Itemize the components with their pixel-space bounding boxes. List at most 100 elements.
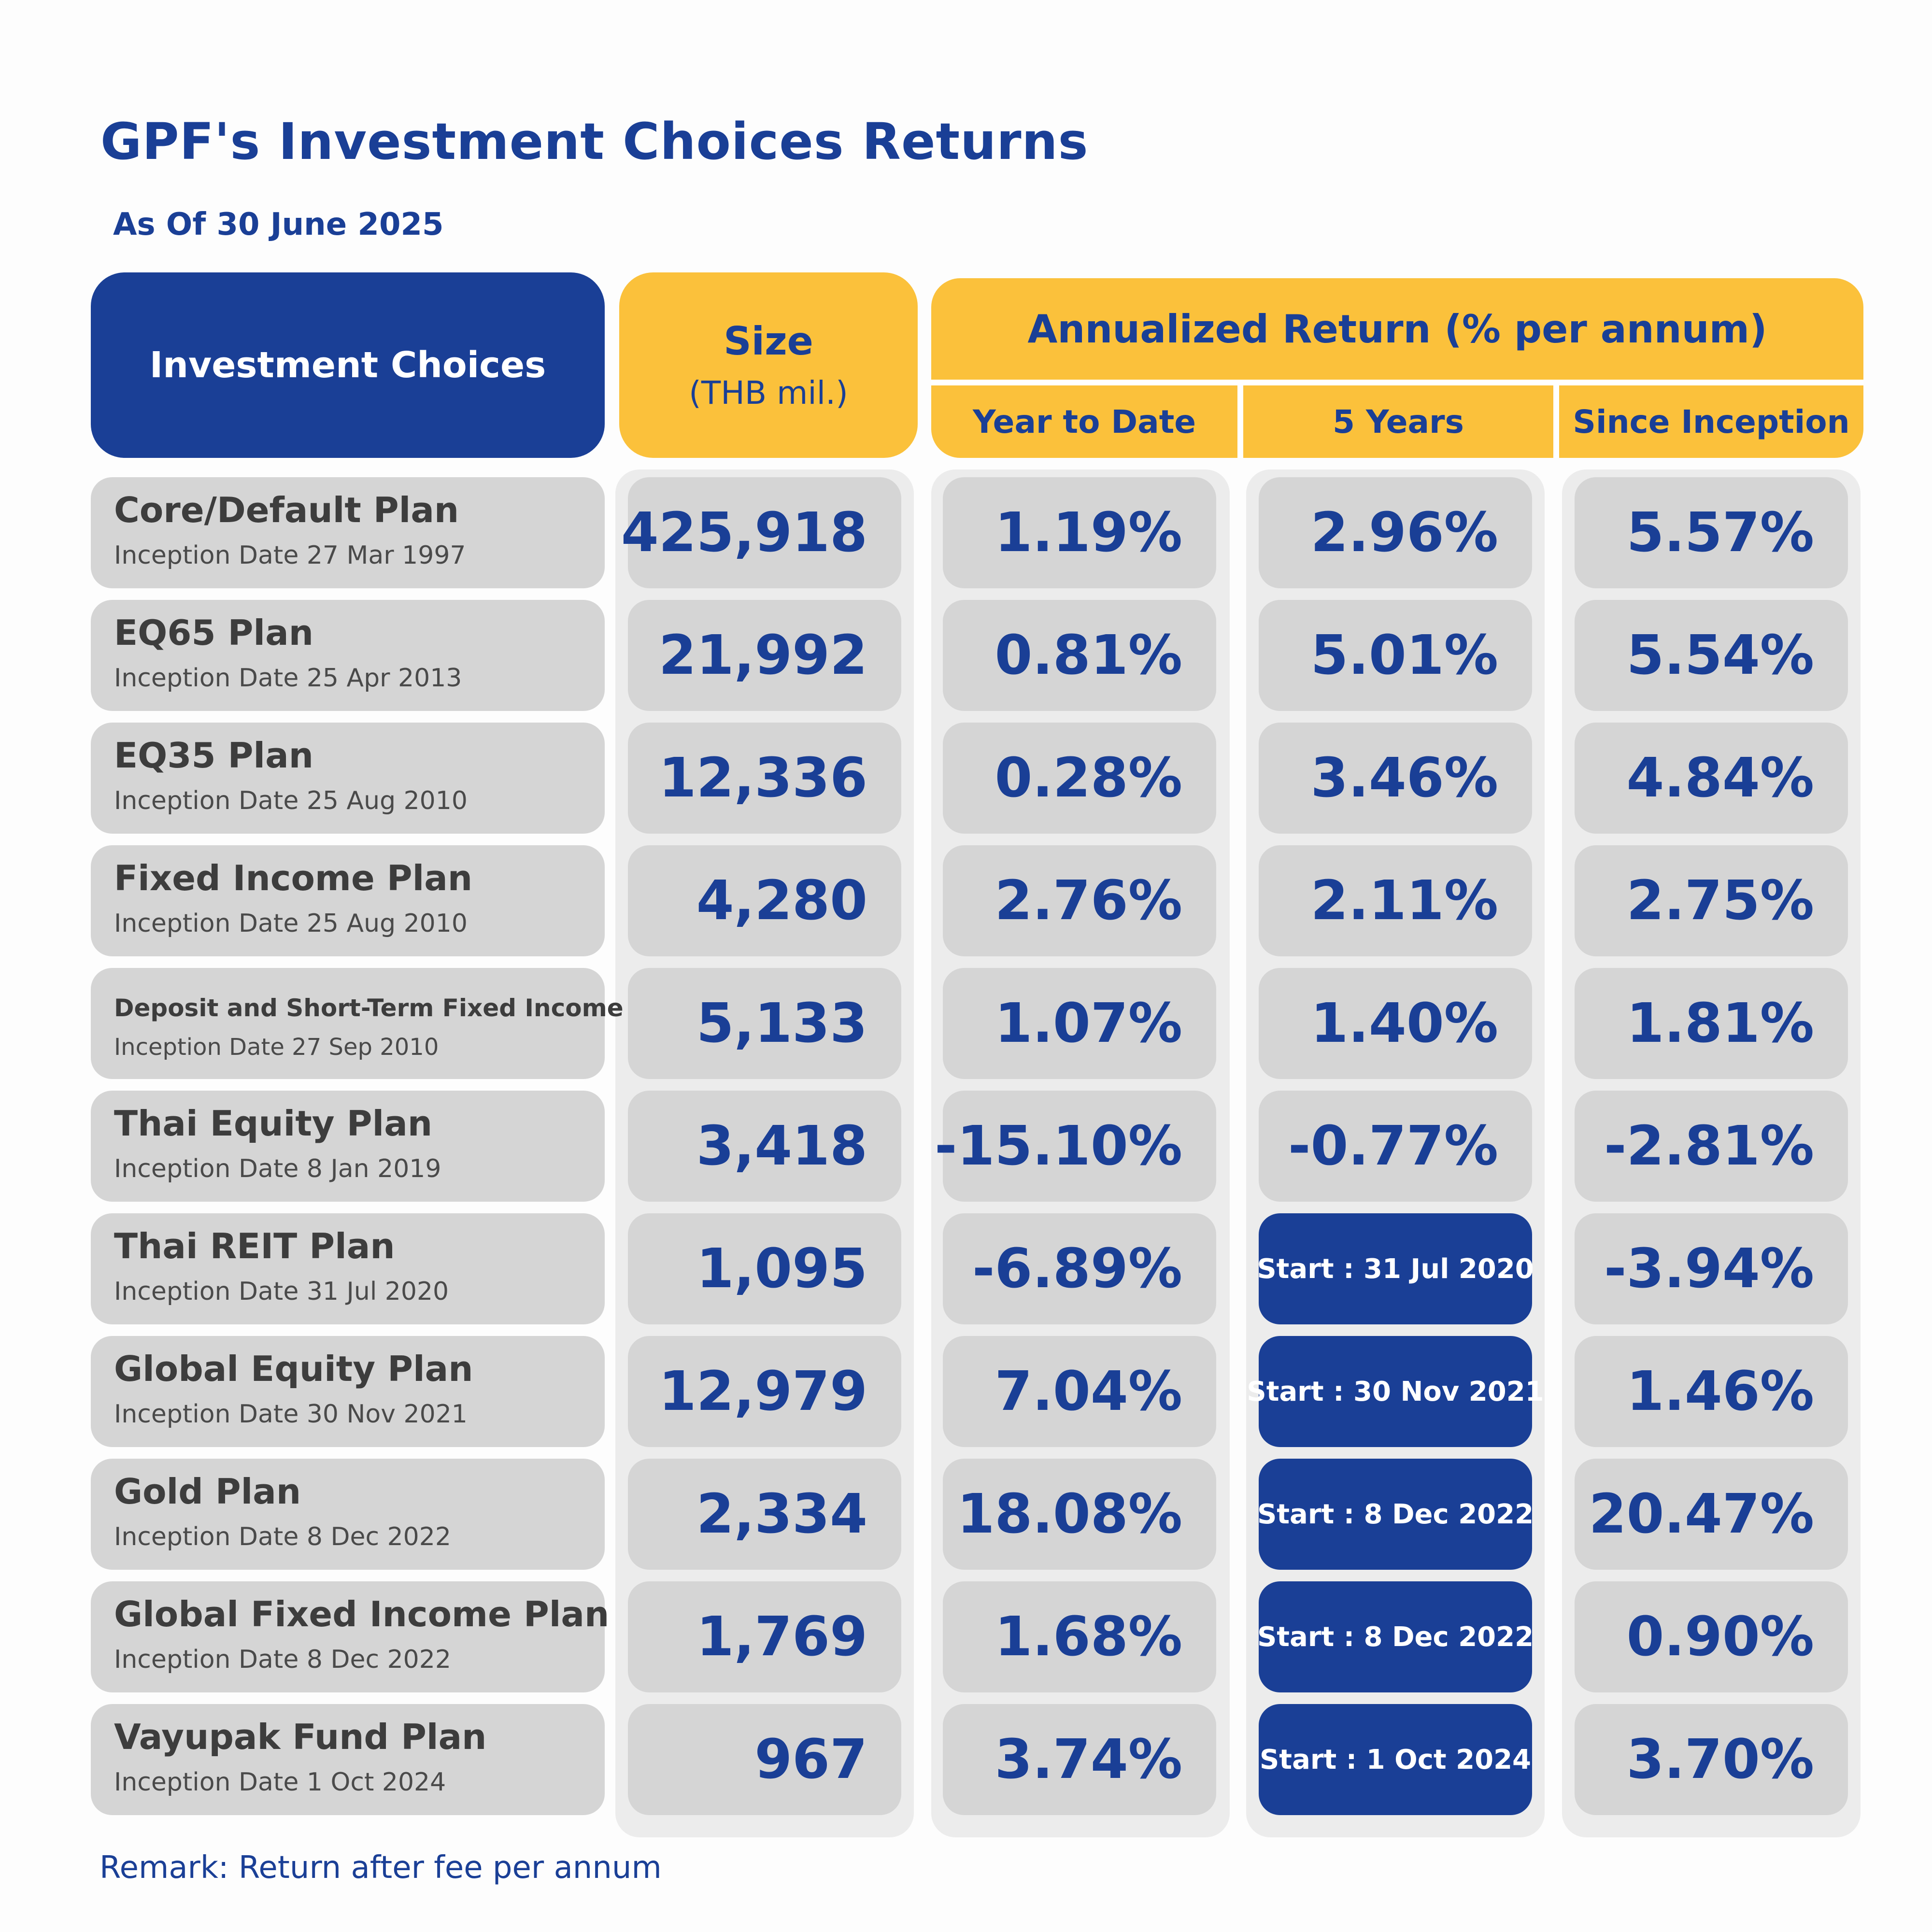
- plan-name-cell: Thai REIT Plan Inception Date 31 Jul 2020: [91, 1213, 605, 1324]
- since-inception-value: -2.81%: [1575, 1091, 1848, 1202]
- plan-inception-date: Inception Date 8 Dec 2022: [114, 1645, 451, 1674]
- since-inception-value: 1.81%: [1575, 968, 1848, 1079]
- table-row: EQ35 Plan Inception Date 25 Aug 2010 12,33…: [0, 723, 1932, 834]
- plan-name: Global Fixed Income Plan: [114, 1594, 610, 1634]
- start-date-badge: Start : 30 Nov 2021: [1247, 1336, 1544, 1447]
- plan-name-cell: EQ65 Plan Inception Date 25 Apr 2013: [91, 600, 605, 711]
- size-value: 5,133: [628, 968, 901, 1079]
- since-inception-value: -3.94%: [1575, 1213, 1848, 1324]
- since-inception-value: 0.90%: [1575, 1581, 1848, 1692]
- plan-name: Vayupak Fund Plan: [114, 1717, 487, 1757]
- ytd-value: 1.07%: [943, 968, 1216, 1079]
- header-ytd: Year to Date: [972, 403, 1196, 440]
- header-size-unit: (THB mil.): [689, 374, 848, 412]
- header-since-inception: Since Inception: [1573, 403, 1850, 440]
- since-inception-value: 20.47%: [1575, 1459, 1848, 1570]
- plan-name: Core/Default Plan: [114, 490, 459, 530]
- plan-inception-date: Inception Date 8 Jan 2019: [114, 1154, 441, 1183]
- since-inception-value: 2.75%: [1575, 845, 1848, 956]
- header-investment-choices: Investment Choices: [91, 272, 605, 458]
- ytd-value: -15.10%: [935, 1091, 1216, 1202]
- size-value: 425,918: [621, 477, 901, 588]
- plan-inception-date: Inception Date 1 Oct 2024: [114, 1768, 446, 1797]
- plan-name-cell: Deposit and Short-Term Fixed Income Plan…: [91, 968, 691, 1079]
- start-date-badge: Start : 8 Dec 2022: [1257, 1581, 1534, 1692]
- table-row: Fixed Income Plan Inception Date 25 Aug 2…: [0, 845, 1932, 956]
- since-inception-value: 4.84%: [1575, 723, 1848, 834]
- size-value: 21,992: [628, 600, 901, 711]
- plan-name: EQ65 Plan: [114, 612, 313, 653]
- plan-inception-date: Inception Date 25 Apr 2013: [114, 664, 462, 693]
- size-value: 12,336: [628, 723, 901, 834]
- plan-name-cell: Vayupak Fund Plan Inception Date 1 Oct 20…: [91, 1704, 605, 1815]
- header-size-label: Size: [724, 319, 813, 364]
- table-row: Global Fixed Income Plan Inception Date 8…: [0, 1581, 1932, 1692]
- table-row: Gold Plan Inception Date 8 Dec 2022 2,334 1…: [0, 1459, 1932, 1570]
- size-value: 4,280: [628, 845, 901, 956]
- table-row: EQ65 Plan Inception Date 25 Apr 2013 21,99…: [0, 600, 1932, 711]
- ytd-value: -6.89%: [943, 1213, 1216, 1324]
- table-row: Thai REIT Plan Inception Date 31 Jul 2020…: [0, 1213, 1932, 1324]
- header-annualized-label: Annualized Return (% per annum): [1027, 306, 1767, 352]
- ytd-value: 18.08%: [943, 1459, 1216, 1570]
- plan-inception-date: Inception Date 25 Aug 2010: [114, 909, 468, 938]
- plan-name: Thai Equity Plan: [114, 1103, 433, 1144]
- since-inception-value: 5.57%: [1575, 477, 1848, 588]
- table-row: Global Equity Plan Inception Date 30 Nov …: [0, 1336, 1932, 1447]
- plan-inception-date: Inception Date 25 Aug 2010: [114, 786, 468, 815]
- plan-name: Deposit and Short-Term Fixed Income Plan: [114, 994, 692, 1022]
- table-row: Core/Default Plan Inception Date 27 Mar 1…: [0, 477, 1932, 588]
- plan-name-cell: EQ35 Plan Inception Date 25 Aug 2010: [91, 723, 605, 834]
- header-5-years: 5 Years: [1333, 403, 1464, 440]
- plan-name-cell: Gold Plan Inception Date 8 Dec 2022: [91, 1459, 605, 1570]
- since-inception-value: 5.54%: [1575, 600, 1848, 711]
- header-divider: [931, 380, 1863, 385]
- page-title: GPF's Investment Choices Returns: [100, 112, 1089, 171]
- remark: Remark: Return after fee per annum: [99, 1850, 662, 1886]
- five-years-value: 2.11%: [1259, 845, 1532, 956]
- plan-name: Fixed Income Plan: [114, 858, 473, 898]
- five-years-value: -0.77%: [1259, 1091, 1532, 1202]
- size-value: 12,979: [628, 1336, 901, 1447]
- plan-inception-date: Inception Date 27 Mar 1997: [114, 541, 466, 570]
- five-years-value: 3.46%: [1259, 723, 1532, 834]
- plan-inception-date: Inception Date 31 Jul 2020: [114, 1277, 449, 1306]
- five-years-value: 5.01%: [1259, 600, 1532, 711]
- header-size: Size (THB mil.): [619, 272, 918, 458]
- plan-inception-date: Inception Date 8 Dec 2022: [114, 1522, 451, 1551]
- plan-inception-date: Inception Date 30 Nov 2021: [114, 1400, 468, 1429]
- start-date-badge: Start : 31 Jul 2020: [1257, 1213, 1534, 1324]
- ytd-value: 1.19%: [943, 477, 1216, 588]
- table-row: Thai Equity Plan Inception Date 8 Jan 201…: [0, 1091, 1932, 1202]
- size-value: 1,095: [628, 1213, 901, 1324]
- plan-name-cell: Global Equity Plan Inception Date 30 Nov …: [91, 1336, 605, 1447]
- plan-name: Global Equity Plan: [114, 1349, 473, 1389]
- ytd-value: 7.04%: [943, 1336, 1216, 1447]
- size-value: 2,334: [628, 1459, 901, 1570]
- plan-name-cell: Fixed Income Plan Inception Date 25 Aug 2…: [91, 845, 605, 956]
- plan-inception-date: Inception Date 27 Sep 2010: [114, 1034, 439, 1061]
- ytd-value: 2.76%: [943, 845, 1216, 956]
- start-date-badge: Start : 1 Oct 2024: [1259, 1704, 1532, 1815]
- since-inception-value: 1.46%: [1575, 1336, 1848, 1447]
- header-divider: [1553, 385, 1559, 458]
- plan-name: EQ35 Plan: [114, 735, 313, 776]
- ytd-value: 1.68%: [943, 1581, 1216, 1692]
- header-divider: [1237, 385, 1243, 458]
- page-subtitle: As Of 30 June 2025: [113, 207, 444, 242]
- plan-name: Thai REIT Plan: [114, 1226, 395, 1266]
- header-annualized-return: Annualized Return (% per annum) Year to …: [931, 278, 1863, 458]
- start-date-badge: Start : 8 Dec 2022: [1257, 1459, 1534, 1570]
- ytd-value: 0.28%: [943, 723, 1216, 834]
- five-years-value: 1.40%: [1259, 968, 1532, 1079]
- header-investment-choices-label: Investment Choices: [149, 344, 546, 386]
- plan-name-cell: Core/Default Plan Inception Date 27 Mar 1…: [91, 477, 605, 588]
- ytd-value: 3.74%: [943, 1704, 1216, 1815]
- size-value: 967: [628, 1704, 901, 1815]
- plan-name: Gold Plan: [114, 1471, 301, 1512]
- plan-name-cell: Thai Equity Plan Inception Date 8 Jan 201…: [91, 1091, 605, 1202]
- table-row: Deposit and Short-Term Fixed Income Plan…: [0, 968, 1932, 1079]
- five-years-value: 2.96%: [1259, 477, 1532, 588]
- size-value: 3,418: [628, 1091, 901, 1202]
